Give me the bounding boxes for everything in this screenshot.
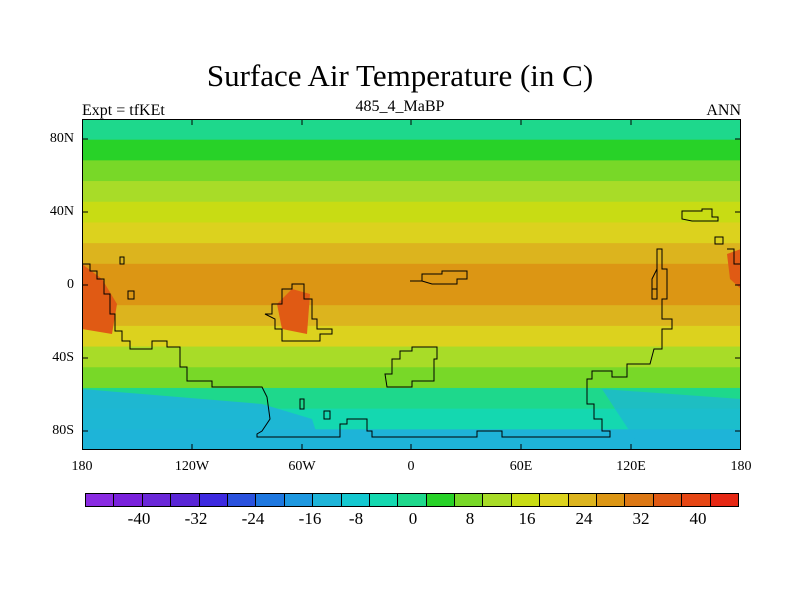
colorbar-box: [199, 494, 228, 506]
temperature-band: [82, 139, 741, 162]
land-block-central-west: [264, 283, 333, 342]
small-island-w-2: [127, 290, 135, 300]
chart-title: Surface Air Temperature (in C): [206, 58, 594, 93]
colorbar-label: 16: [518, 509, 536, 528]
lon-label-60w: 60W: [288, 459, 316, 474]
lon-label-120e: 120E: [616, 459, 646, 474]
lat-label-80s: 80S: [52, 423, 74, 438]
colorbar-box: [483, 494, 512, 506]
temperature-band: [82, 346, 741, 369]
colorbar-box: [625, 494, 654, 506]
colorbar-box: [455, 494, 484, 506]
colorbar-box: [568, 494, 598, 506]
colorbar-box: [171, 494, 200, 506]
colorbar-box: [341, 494, 370, 506]
temperature-band: [82, 305, 741, 327]
lat-label-80n: 80N: [49, 131, 74, 146]
hot-region-east: [727, 249, 741, 289]
temperature-band: [82, 201, 741, 224]
colorbar-box: [540, 494, 569, 506]
colorbar-box: [682, 494, 711, 506]
temperature-band: [82, 119, 741, 141]
season-label: ANN: [706, 102, 741, 119]
cold-region-southeast: [602, 389, 741, 450]
temperature-band: [82, 367, 741, 389]
colorbar-box: [597, 494, 626, 506]
colorbar-label: 0: [408, 509, 418, 528]
colorbar-label: 40: [689, 509, 707, 528]
land-block-northeast: [681, 208, 719, 222]
colorbar-box: [398, 494, 427, 506]
axis-ticks: [82, 119, 741, 450]
small-island-ne-1: [714, 236, 724, 245]
temperature-band: [82, 222, 741, 245]
small-island-s-2: [323, 410, 331, 420]
lat-label-40n: 40N: [49, 204, 74, 219]
colorbar: [85, 493, 739, 507]
colorbar-box: [86, 494, 115, 506]
colorbar-label: 8: [465, 509, 475, 528]
hot-region-land: [277, 289, 310, 334]
lat-label-0: 0: [67, 277, 74, 292]
small-island-w-1: [119, 256, 125, 265]
experiment-label: Expt = tfKEt: [82, 102, 165, 119]
small-island-e: [651, 288, 658, 300]
colorbar-label: -8: [348, 509, 364, 528]
colorbar-box: [710, 494, 738, 506]
colorbar-label: -24: [241, 509, 265, 528]
land-block-south: [384, 346, 438, 388]
temperature-band: [82, 160, 741, 183]
colorbar-box: [313, 494, 342, 506]
map-svg: [82, 119, 741, 450]
age-label: 485_4_MaBP: [355, 98, 445, 115]
main-land-outline: [82, 248, 673, 438]
lon-label-180w: 180: [71, 459, 93, 474]
colorbar-box: [511, 494, 541, 506]
land-strip-north: [410, 270, 468, 285]
colorbar-box: [653, 494, 683, 506]
small-island-s-1: [299, 398, 305, 410]
colorbar-box: [426, 494, 456, 506]
hot-region-west: [82, 264, 117, 334]
colorbar-label: -40: [127, 509, 151, 528]
lon-label-120w: 120W: [174, 459, 210, 474]
regional-shading: [82, 249, 741, 450]
lon-label-60e: 60E: [509, 459, 533, 474]
continent-outlines: [82, 208, 741, 438]
temperature-band: [82, 325, 741, 348]
colorbar-label: 24: [575, 509, 593, 528]
colorbar-box: [369, 494, 399, 506]
lon-label-180e: 180: [730, 459, 752, 474]
temperature-band: [82, 263, 741, 286]
cold-region-south: [82, 389, 322, 450]
colorbar-label: -16: [298, 509, 322, 528]
lon-label-0: 0: [407, 459, 415, 474]
temperature-band: [82, 181, 741, 203]
colorbar-box: [114, 494, 143, 506]
colorbar-box: [227, 494, 257, 506]
colorbar-label: -32: [184, 509, 208, 528]
east-edge-outline: [727, 248, 741, 265]
temperature-map: [82, 119, 741, 450]
colorbar-box: [256, 494, 285, 506]
temperature-band: [82, 243, 741, 265]
temperature-band: [82, 284, 741, 307]
colorbar-label: 32: [632, 509, 650, 528]
colorbar-box: [284, 494, 314, 506]
lat-label-40s: 40S: [52, 350, 74, 365]
colorbar-box: [142, 494, 172, 506]
